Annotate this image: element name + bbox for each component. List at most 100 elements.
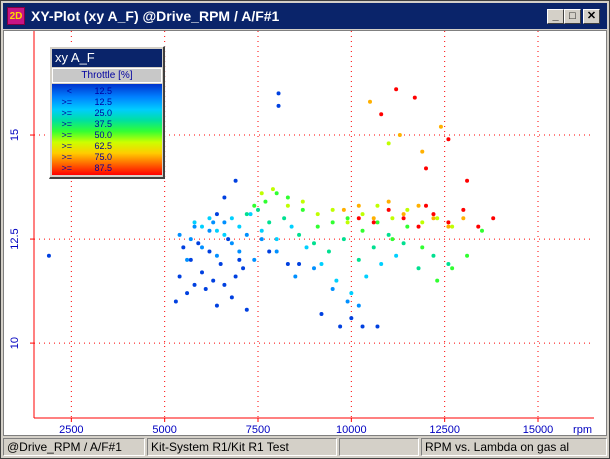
legend-title[interactable]: xy A_F [52, 49, 162, 67]
data-point [431, 253, 436, 258]
data-point [248, 212, 253, 217]
status-system: Kit-System R1/Kit R1 Test [147, 438, 337, 456]
data-point [435, 278, 440, 283]
close-button[interactable]: ✕ [583, 9, 600, 24]
data-point [222, 282, 227, 287]
data-point [345, 220, 350, 225]
data-point [267, 220, 272, 225]
title-bar[interactable]: 2D XY-Plot (xy A_F) @Drive_RPM / A/F#1 _… [3, 3, 607, 29]
data-point [375, 220, 380, 225]
maximize-button[interactable]: □ [564, 9, 581, 24]
data-point [405, 224, 410, 229]
legend-panel[interactable]: xy A_F Throttle [%] <12.5 >= 12.5 >= 25.0 >= 3… [49, 46, 165, 179]
legend-value: 62.5 [94, 141, 112, 151]
data-point [364, 274, 369, 279]
data-point [330, 287, 335, 291]
data-point [300, 207, 305, 212]
data-point [222, 220, 227, 225]
data-point [491, 216, 496, 221]
legend-row: >= 25.0 [54, 108, 162, 119]
data-point [274, 237, 279, 242]
data-point [416, 266, 421, 271]
x-tick-label: 7500 [246, 424, 270, 435]
window-title: XY-Plot (xy A_F) @Drive_RPM / A/F#1 [31, 8, 280, 24]
data-point [259, 237, 264, 242]
data-point [446, 224, 451, 229]
legend-operator: >= [61, 97, 72, 107]
legend-value: 75.0 [94, 152, 112, 162]
data-point [446, 220, 451, 225]
x-tick-label: 2500 [59, 424, 83, 435]
data-point [330, 220, 335, 225]
legend-row: >= 12.5 [54, 97, 162, 108]
data-point [241, 266, 246, 271]
data-point [450, 224, 455, 229]
app-icon[interactable]: 2D [7, 7, 25, 25]
data-point [338, 324, 343, 329]
data-point [285, 195, 290, 200]
data-point [256, 207, 260, 212]
data-point [315, 224, 320, 229]
data-point [476, 224, 481, 229]
data-point [218, 262, 223, 267]
data-point [211, 278, 216, 283]
data-point [200, 224, 204, 229]
y-tick-label: 10 [9, 337, 21, 349]
data-point [334, 278, 339, 283]
data-point [244, 212, 249, 217]
legend-value: 12.5 [94, 86, 112, 96]
data-point [188, 237, 193, 242]
data-point [276, 103, 281, 108]
data-point [420, 149, 425, 154]
status-description: RPM vs. Lambda on gas al [421, 438, 607, 456]
legend-row: >= 87.5 [54, 163, 162, 174]
data-point [192, 220, 197, 225]
legend-value: 87.5 [94, 163, 112, 173]
data-point [259, 191, 264, 196]
minimize-button[interactable]: _ [547, 9, 564, 24]
data-point [465, 178, 470, 183]
legend-value: 37.5 [94, 119, 112, 129]
legend-gradient [52, 84, 162, 175]
data-point [315, 212, 320, 217]
data-point [229, 216, 234, 221]
data-point [360, 212, 365, 217]
data-point [446, 262, 451, 267]
data-point [222, 195, 227, 200]
data-point [446, 137, 451, 142]
legend-row: >= 37.5 [54, 119, 162, 130]
data-point [233, 178, 238, 183]
data-point [214, 228, 219, 233]
data-point [379, 262, 384, 267]
data-point [237, 257, 242, 262]
data-point [371, 220, 376, 225]
legend-operator: < [66, 86, 72, 96]
data-point [300, 199, 305, 204]
data-point [274, 249, 279, 254]
data-point [211, 220, 216, 225]
data-point [312, 266, 316, 271]
data-point [345, 216, 350, 221]
data-point [390, 216, 395, 221]
data-point [304, 245, 309, 250]
data-point [200, 245, 204, 250]
data-point [297, 262, 302, 267]
x-axis-label: rpm [573, 424, 592, 435]
data-point [356, 203, 361, 208]
y-tick-label: 15 [9, 129, 21, 141]
data-point [345, 299, 350, 304]
data-point [259, 228, 264, 233]
data-point [386, 207, 391, 212]
status-bar: @Drive_RPM / A/F#1 Kit-System R1/Kit R1 … [3, 437, 607, 457]
data-point [188, 257, 193, 262]
legend-header: Throttle [%] [52, 68, 162, 83]
data-point [330, 207, 335, 212]
data-point [431, 216, 436, 221]
data-point [401, 212, 406, 217]
data-point [185, 257, 190, 262]
data-point [360, 324, 365, 329]
data-point [237, 224, 242, 229]
data-point [360, 228, 365, 233]
data-point [207, 249, 212, 254]
